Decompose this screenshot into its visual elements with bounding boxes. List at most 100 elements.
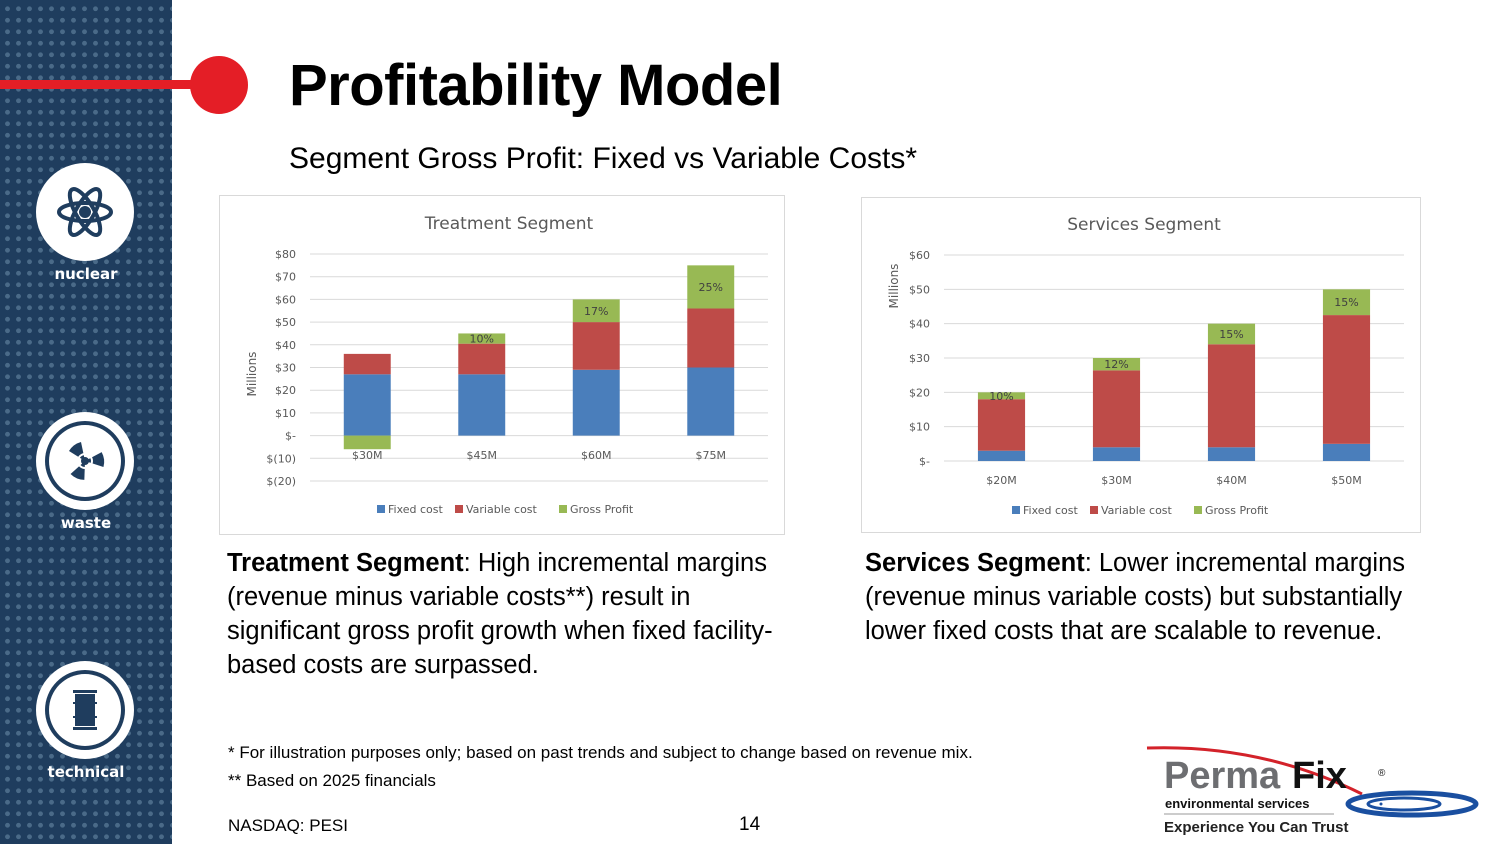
bar-fixed-cost [1322,443,1371,461]
bar-fixed-cost [1092,447,1141,461]
legend-label: Fixed cost [388,503,444,516]
y-tick-label: $40 [909,318,930,331]
bar-gross-profit [1322,289,1371,316]
data-label: 15% [1219,328,1243,341]
x-tick-label: $30M [1101,474,1132,487]
sidebar-label: technical [47,763,125,781]
data-label: 15% [1334,296,1358,309]
y-tick-label: $30 [909,352,930,365]
bar-fixed-cost [458,374,506,436]
accent-line [0,80,210,89]
x-tick-label: $45M [467,449,498,462]
legend-label: Gross Profit [1205,504,1269,517]
x-tick-label: $60M [581,449,612,462]
sidebar-item-waste[interactable]: waste [36,412,136,532]
data-label: 10% [470,333,494,346]
treatment-description-text: : High incremental margins (revenue minu… [227,549,773,679]
bar-gross-profit [458,333,506,344]
y-tick-label: $(20) [266,475,296,488]
logo-registered: ® [1378,768,1386,779]
x-tick-label: $75M [696,449,727,462]
x-tick-label: $20M [986,474,1017,487]
y-tick-label: $60 [275,293,296,306]
atom-icon [36,163,134,261]
y-axis-label: Millions [887,264,901,309]
ticker: NASDAQ: PESI [228,816,348,835]
chart-title: Services Segment [1067,215,1221,235]
bar-fixed-cost [687,367,735,436]
chart-title: Treatment Segment [424,214,594,234]
logo-brand-perma: Perma [1164,755,1281,797]
legend-label: Gross Profit [570,503,634,516]
x-tick-label: $30M [352,449,383,462]
barrel-icon [36,661,134,759]
y-tick-label: $20 [275,384,296,397]
legend-swatch [1194,506,1202,514]
page-number: 14 [739,814,761,835]
bar-fixed-cost [343,374,391,436]
sidebar-label: waste [60,514,112,532]
y-tick-label: $(10) [266,452,296,465]
bar-variable-cost [572,322,620,370]
bar-variable-cost [977,399,1026,451]
y-tick-label: $20 [909,386,930,399]
footnote-1: * For illustration purposes only; based … [228,743,973,762]
treatment-description: Treatment Segment: High incremental marg… [227,546,807,682]
page-title: Profitability Model [289,53,783,118]
bar-gross-profit [687,265,735,309]
permafix-logo: Perma Fix ® environmental services Exper… [1142,742,1482,842]
accent-dot [190,56,248,114]
y-tick-label: $50 [275,316,296,329]
logo-subline: environmental services [1165,796,1310,811]
bar-gross-profit [343,435,391,450]
sidebar-item-technical[interactable]: technical [36,661,136,781]
data-label: 17% [584,305,608,318]
bar-variable-cost [1092,370,1141,448]
legend-swatch [455,505,463,513]
y-tick-label: $50 [909,283,930,296]
treatment-chart-svg: Treatment Segment Millions $80 $70 $60 $50 $40… [245,214,768,516]
bar-fixed-cost [977,450,1026,461]
bar-gross-profit [977,392,1026,400]
treatment-chart: Treatment Segment Millions $80 $70 $60 $50 $40… [219,195,785,535]
bar-variable-cost [458,343,506,375]
x-tick-label: $40M [1216,474,1247,487]
bar-fixed-cost [572,369,620,436]
x-tick-label: $50M [1331,474,1362,487]
y-tick-label: $30 [275,362,296,375]
services-description: Services Segment: Lower incremental marg… [865,546,1440,648]
legend-swatch [377,505,385,513]
data-label: 12% [1104,358,1128,371]
y-axis-label: Millions [245,352,259,397]
y-tick-label: $80 [275,248,296,261]
bar-gross-profit [1092,358,1141,371]
y-tick-label: $10 [275,407,296,420]
bar-variable-cost [343,353,391,375]
services-description-text: : Lower incremental margins (revenue min… [865,549,1405,645]
bar-gross-profit [572,299,620,323]
y-tick-label: $70 [275,271,296,284]
page-subtitle: Segment Gross Profit: Fixed vs Variable … [289,142,918,175]
bar-variable-cost [1322,315,1371,444]
radiation-icon [36,412,134,510]
sidebar-item-nuclear[interactable]: nuclear [36,163,136,283]
legend-label: Variable cost [1101,504,1173,517]
legend-label: Fixed cost [1023,504,1079,517]
legend-swatch [559,505,567,513]
services-description-heading: Services Segment [865,549,1085,577]
logo-tagline: Experience You Can Trust [1164,819,1349,836]
bar-variable-cost [687,308,735,368]
y-tick-label: $40 [275,339,296,352]
y-tick-label: $- [285,430,296,443]
y-tick-label: $10 [909,421,930,434]
sidebar-label: nuclear [54,265,118,283]
y-tick-label: $- [919,455,930,468]
footnote-2: ** Based on 2025 financials [228,771,436,790]
treatment-description-heading: Treatment Segment [227,549,464,577]
y-tick-label: $60 [909,249,930,262]
bar-variable-cost [1207,344,1256,448]
services-chart-svg: Services Segment Millions $60 $50 $40 $30 $20 $… [887,215,1404,517]
legend-label: Variable cost [466,503,538,516]
legend-swatch [1012,506,1020,514]
services-chart: Services Segment Millions $60 $50 $40 $30 $20 $… [861,197,1421,533]
